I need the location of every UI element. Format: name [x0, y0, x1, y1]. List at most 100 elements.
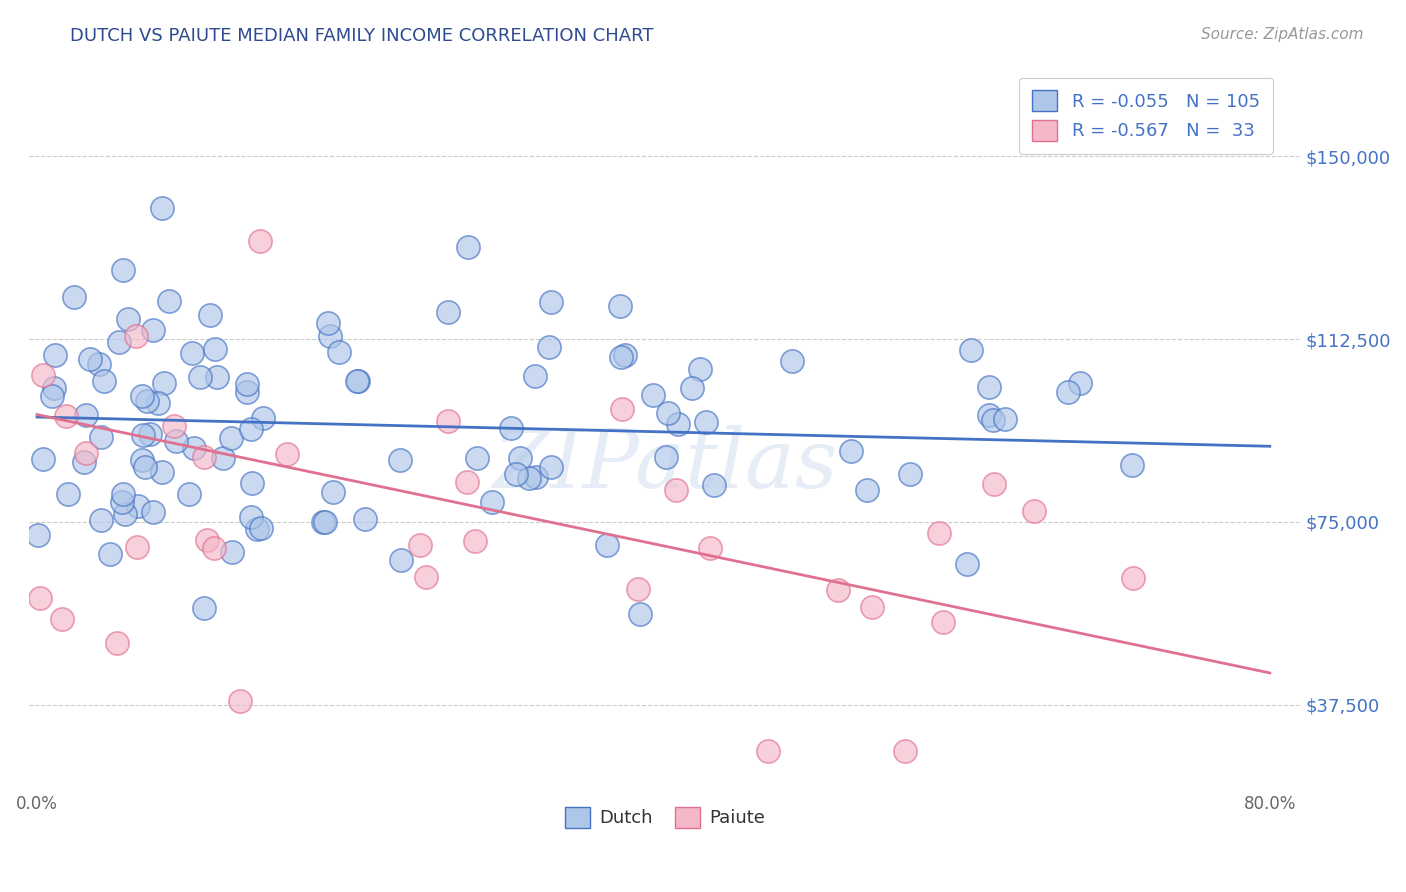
Text: ZIPatlas: ZIPatlas [492, 425, 838, 505]
Point [388, 452, 411, 467]
Point [540, 295, 562, 310]
Point [110, 495, 132, 509]
Point [111, 487, 134, 501]
Point [136, 393, 159, 408]
Point [236, 385, 259, 400]
Point [654, 450, 676, 464]
Point [105, 635, 128, 649]
Point [165, 434, 187, 448]
Point [183, 441, 205, 455]
Legend: Dutch, Paiute: Dutch, Paiute [558, 800, 772, 835]
Point [134, 460, 156, 475]
Point [465, 451, 488, 466]
Point [252, 410, 274, 425]
Point [27, 528, 49, 542]
Point [249, 234, 271, 248]
Point [87, 357, 110, 371]
Point [860, 599, 883, 614]
Point [127, 499, 149, 513]
Point [211, 450, 233, 465]
Point [202, 541, 225, 556]
Text: DUTCH VS PAIUTE MEDIAN FAMILY INCOME CORRELATION CHART: DUTCH VS PAIUTE MEDIAN FAMILY INCOME COR… [70, 27, 654, 45]
Point [1057, 384, 1080, 399]
Point [437, 305, 460, 319]
Point [524, 369, 547, 384]
Point [240, 422, 263, 436]
Point [994, 412, 1017, 426]
Point [312, 515, 335, 529]
Point [75, 409, 97, 423]
Point [665, 483, 688, 497]
Point [457, 240, 479, 254]
Point [1122, 571, 1144, 585]
Text: Source: ZipAtlas.com: Source: ZipAtlas.com [1201, 27, 1364, 42]
Point [703, 478, 725, 492]
Point [150, 202, 173, 216]
Point [628, 607, 651, 621]
Point [928, 525, 950, 540]
Point [537, 340, 560, 354]
Point [509, 450, 531, 465]
Point [157, 293, 180, 308]
Point [195, 533, 218, 547]
Point [75, 446, 97, 460]
Point [31, 451, 53, 466]
Point [627, 582, 650, 597]
Point [114, 507, 136, 521]
Point [681, 381, 703, 395]
Point [657, 407, 679, 421]
Point [117, 311, 139, 326]
Point [219, 431, 242, 445]
Point [204, 342, 226, 356]
Point [689, 361, 711, 376]
Point [107, 334, 129, 349]
Point [276, 446, 298, 460]
Point [456, 475, 478, 490]
Point [827, 583, 849, 598]
Point [142, 323, 165, 337]
Point [612, 402, 634, 417]
Point [207, 370, 229, 384]
Point [319, 328, 342, 343]
Point [347, 374, 370, 388]
Point [42, 381, 65, 395]
Point [93, 374, 115, 388]
Point [756, 744, 779, 758]
Point [73, 455, 96, 469]
Point [1121, 458, 1143, 472]
Point [112, 263, 135, 277]
Point [44, 348, 66, 362]
Point [464, 533, 486, 548]
Point [132, 428, 155, 442]
Point [780, 353, 803, 368]
Point [228, 694, 250, 708]
Point [125, 540, 148, 554]
Point [125, 328, 148, 343]
Point [322, 485, 344, 500]
Point [353, 512, 375, 526]
Point [193, 600, 215, 615]
Point [614, 348, 637, 362]
Point [409, 538, 432, 552]
Point [32, 368, 55, 382]
Point [977, 409, 1000, 423]
Point [131, 453, 153, 467]
Point [609, 350, 631, 364]
Point [981, 412, 1004, 426]
Point [139, 426, 162, 441]
Point [193, 450, 215, 464]
Point [609, 299, 631, 313]
Point [898, 467, 921, 482]
Point [695, 416, 717, 430]
Point [98, 547, 121, 561]
Point [894, 744, 917, 758]
Point [131, 389, 153, 403]
Point [1069, 376, 1091, 390]
Point [90, 430, 112, 444]
Point [346, 375, 368, 389]
Point [200, 309, 222, 323]
Point [249, 521, 271, 535]
Point [505, 467, 527, 481]
Point [641, 388, 664, 402]
Point [51, 612, 73, 626]
